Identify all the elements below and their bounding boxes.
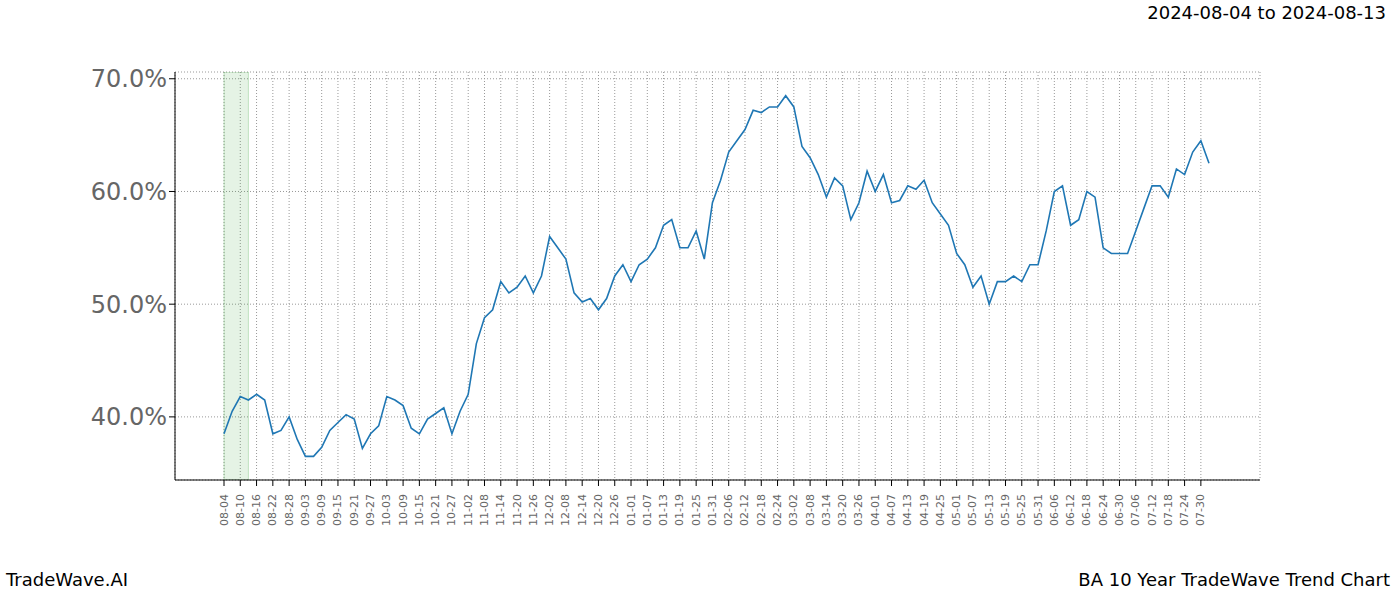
svg-text:09-21: 09-21 bbox=[348, 494, 361, 526]
svg-text:06-12: 06-12 bbox=[1064, 494, 1077, 526]
svg-text:10-27: 10-27 bbox=[445, 494, 458, 526]
svg-text:08-16: 08-16 bbox=[250, 494, 263, 526]
svg-text:09-03: 09-03 bbox=[299, 494, 312, 526]
svg-text:03-14: 03-14 bbox=[820, 494, 833, 526]
svg-text:03-08: 03-08 bbox=[804, 494, 817, 526]
svg-text:12-14: 12-14 bbox=[576, 494, 589, 526]
svg-text:10-15: 10-15 bbox=[413, 494, 426, 526]
svg-text:07-12: 07-12 bbox=[1146, 494, 1159, 526]
svg-text:11-08: 11-08 bbox=[478, 494, 491, 526]
svg-text:05-13: 05-13 bbox=[983, 494, 996, 526]
svg-text:05-07: 05-07 bbox=[966, 494, 979, 526]
svg-text:09-27: 09-27 bbox=[364, 494, 377, 526]
svg-text:06-30: 06-30 bbox=[1113, 494, 1126, 526]
svg-text:04-25: 04-25 bbox=[934, 494, 947, 526]
svg-text:02-12: 02-12 bbox=[738, 494, 751, 526]
html-text:2024-08-04 to 2024-08-13: 2024-08-04 to 2024-08-13 bbox=[1147, 2, 1386, 23]
svg-text:07-24: 07-24 bbox=[1178, 494, 1191, 526]
svg-text:08-22: 08-22 bbox=[266, 494, 279, 526]
svg-text:04-01: 04-01 bbox=[869, 494, 882, 526]
svg-text:05-19: 05-19 bbox=[999, 494, 1012, 526]
svg-text:01-19: 01-19 bbox=[673, 494, 686, 526]
svg-text:04-13: 04-13 bbox=[901, 494, 914, 526]
svg-text:06-24: 06-24 bbox=[1097, 494, 1110, 526]
svg-text:01-07: 01-07 bbox=[641, 494, 654, 526]
svg-text:12-26: 12-26 bbox=[608, 494, 621, 526]
svg-text:08-10: 08-10 bbox=[234, 494, 247, 526]
svg-text:05-01: 05-01 bbox=[950, 494, 963, 526]
svg-text:01-01: 01-01 bbox=[625, 494, 638, 526]
html-text:BA 10 Year TradeWave Trend Cha: BA 10 Year TradeWave Trend Chart bbox=[1078, 569, 1390, 590]
svg-text:02-18: 02-18 bbox=[755, 494, 768, 526]
svg-text:70.0%: 70.0% bbox=[91, 65, 167, 93]
svg-text:11-20: 11-20 bbox=[511, 494, 524, 526]
svg-text:01-31: 01-31 bbox=[706, 494, 719, 526]
svg-text:50.0%: 50.0% bbox=[91, 291, 167, 319]
svg-text:11-14: 11-14 bbox=[494, 494, 507, 526]
svg-text:03-20: 03-20 bbox=[836, 494, 849, 526]
svg-text:02-06: 02-06 bbox=[722, 494, 735, 526]
svg-text:04-07: 04-07 bbox=[885, 494, 898, 526]
svg-text:04-19: 04-19 bbox=[918, 494, 931, 526]
svg-text:09-15: 09-15 bbox=[331, 494, 344, 526]
svg-text:07-18: 07-18 bbox=[1162, 494, 1175, 526]
svg-text:08-28: 08-28 bbox=[283, 494, 296, 526]
svg-text:07-30: 07-30 bbox=[1194, 494, 1207, 526]
svg-text:11-02: 11-02 bbox=[462, 494, 475, 526]
svg-text:40.0%: 40.0% bbox=[91, 403, 167, 431]
svg-text:09-09: 09-09 bbox=[315, 494, 328, 526]
svg-text:10-21: 10-21 bbox=[429, 494, 442, 526]
svg-text:01-13: 01-13 bbox=[657, 494, 670, 526]
svg-text:08-04: 08-04 bbox=[218, 494, 231, 526]
svg-text:06-06: 06-06 bbox=[1048, 494, 1061, 526]
html-text:TradeWave.AI: TradeWave.AI bbox=[6, 569, 128, 590]
svg-text:01-25: 01-25 bbox=[690, 494, 703, 526]
svg-text:03-26: 03-26 bbox=[852, 494, 865, 526]
svg-text:05-25: 05-25 bbox=[1015, 494, 1028, 526]
svg-text:07-06: 07-06 bbox=[1129, 494, 1142, 526]
svg-text:10-09: 10-09 bbox=[397, 494, 410, 526]
svg-text:03-02: 03-02 bbox=[787, 494, 800, 526]
svg-text:60.0%: 60.0% bbox=[91, 178, 167, 206]
svg-text:10-03: 10-03 bbox=[380, 494, 393, 526]
svg-text:06-18: 06-18 bbox=[1080, 494, 1093, 526]
svg-text:12-08: 12-08 bbox=[559, 494, 572, 526]
svg-text:05-31: 05-31 bbox=[1032, 494, 1045, 526]
svg-text:02-24: 02-24 bbox=[771, 494, 784, 526]
svg-text:12-02: 12-02 bbox=[543, 494, 556, 526]
svg-text:12-20: 12-20 bbox=[592, 494, 605, 526]
svg-text:11-26: 11-26 bbox=[527, 494, 540, 526]
